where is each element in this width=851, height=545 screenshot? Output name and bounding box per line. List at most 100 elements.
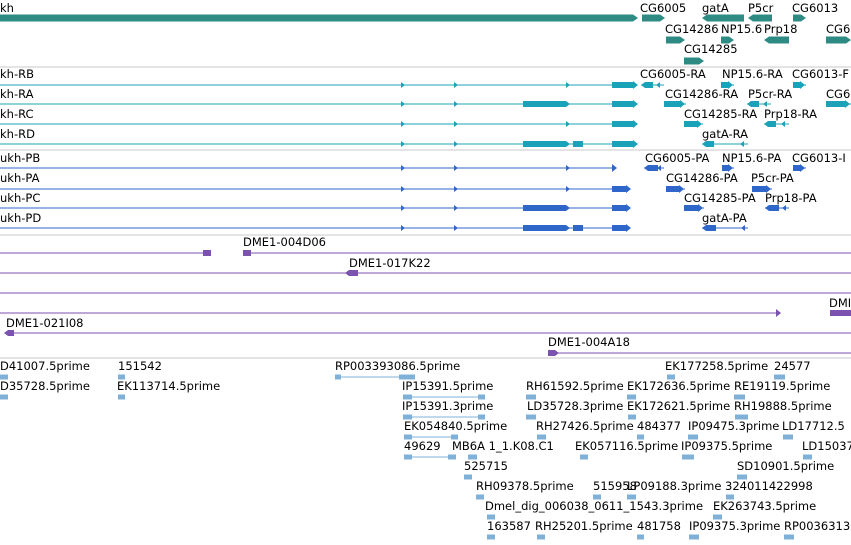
exon-block[interactable]	[628, 414, 636, 420]
est-feature[interactable]: EK054840.5prime	[404, 419, 507, 440]
protein-kh[interactable]: ukh-PC	[0, 191, 631, 212]
feature-block[interactable]	[793, 14, 806, 22]
feature-block[interactable]	[826, 36, 851, 44]
exon-block[interactable]	[523, 141, 566, 147]
protein-small[interactable]: gatA-PA	[702, 211, 748, 231]
exon-block[interactable]	[666, 186, 679, 192]
gene-prp18[interactable]: Prp18	[764, 22, 797, 44]
est-feature[interactable]: EK172636.5prime	[627, 379, 730, 400]
est-feature[interactable]: RH19888.5prime	[734, 399, 832, 420]
est-feature[interactable]: RE19119.5prime	[734, 379, 830, 400]
exon-block[interactable]	[404, 454, 412, 460]
exon-block[interactable]	[523, 225, 566, 231]
est-feature[interactable]: 24577	[774, 359, 811, 380]
bac-clone[interactable]: DME1-017K22	[0, 256, 851, 276]
est-feature[interactable]: 484377	[637, 419, 681, 440]
exon-block[interactable]	[803, 454, 812, 460]
transcript-small[interactable]: CG6013-F	[792, 67, 849, 89]
exon-block[interactable]	[573, 141, 583, 147]
est-feature[interactable]: Dmel_dig_006038_0611_1543.3prime	[485, 499, 703, 520]
exon-block[interactable]	[593, 494, 601, 500]
exon-block[interactable]	[667, 374, 675, 380]
exon-block[interactable]	[0, 394, 8, 400]
est-feature[interactable]: EK263743.5prime	[713, 499, 816, 520]
exon-block[interactable]	[688, 434, 698, 440]
exon-block[interactable]	[735, 414, 748, 420]
est-feature[interactable]: 324011422998	[725, 479, 813, 500]
exon-block[interactable]	[737, 474, 747, 480]
est-feature[interactable]: LP09188.3prime	[627, 479, 721, 500]
exon-block[interactable]	[612, 121, 634, 127]
exon-block[interactable]	[627, 394, 636, 400]
bac-clone[interactable]: DME1-004A18	[548, 335, 851, 356]
exon-block[interactable]	[404, 434, 412, 440]
transcript-small[interactable]: NP15.6-RA	[721, 67, 783, 89]
exon-block[interactable]	[637, 534, 644, 540]
exon-block[interactable]	[722, 165, 728, 171]
est-feature[interactable]: 515958	[593, 479, 637, 500]
exon-block[interactable]	[706, 225, 716, 231]
exon-block[interactable]	[734, 394, 745, 400]
est-feature[interactable]: EK177258.5prime	[665, 359, 768, 380]
transcript-small[interactable]: CG14285-RA	[684, 107, 757, 128]
transcript-kh[interactable]: kh-RD	[0, 127, 638, 148]
protein-small[interactable]: CG14286-PA	[666, 171, 738, 193]
est-feature[interactable]: IP09375.3prime	[689, 519, 780, 540]
exon-block[interactable]	[526, 394, 536, 400]
exon-block[interactable]	[612, 101, 634, 107]
exon-block[interactable]	[478, 394, 485, 400]
exon-block[interactable]	[580, 454, 588, 460]
exon-block[interactable]	[612, 186, 626, 192]
exon-block[interactable]	[684, 121, 697, 127]
gene-cg14285[interactable]: CG14285	[684, 42, 738, 65]
exon-block[interactable]	[118, 374, 125, 380]
protein-small[interactable]: CG14285-PA	[684, 191, 756, 212]
transcript-small[interactable]: CG6005-RA	[640, 67, 706, 88]
est-feature[interactable]: 481758	[637, 519, 681, 540]
est-feature[interactable]: RH25201.5prime	[535, 519, 633, 540]
est-feature[interactable]: LD17712.5	[782, 419, 845, 440]
protein-small[interactable]: NP15.6-PA	[722, 151, 781, 172]
feature-block[interactable]	[684, 57, 704, 65]
exon-block[interactable]	[403, 394, 412, 400]
est-feature[interactable]: RP00363136	[784, 519, 851, 540]
exon-block[interactable]	[464, 474, 472, 480]
est-feature[interactable]: D35728.5prime	[0, 379, 90, 400]
exon-block[interactable]	[706, 141, 714, 147]
transcript-kh[interactable]: kh-RC	[0, 107, 638, 128]
protein-kh[interactable]: ukh-PD	[0, 211, 631, 232]
exon-block[interactable]	[448, 454, 456, 460]
exon-block[interactable]	[335, 374, 341, 380]
est-feature[interactable]: EK057116.5prime	[575, 439, 678, 460]
exon-block[interactable]	[537, 534, 545, 540]
exon-block[interactable]	[664, 101, 680, 107]
exon-block[interactable]	[118, 394, 125, 400]
est-feature[interactable]: IP09375.5prime	[681, 439, 772, 460]
exon-block[interactable]	[476, 494, 484, 500]
bac-clone[interactable]: DME1-004D06	[0, 235, 851, 256]
exon-block[interactable]	[8, 330, 14, 336]
feature-block[interactable]	[721, 36, 734, 44]
protein-kh[interactable]: ukh-PA	[0, 171, 631, 193]
gene-gata[interactable]: gatA	[702, 1, 744, 22]
exon-block[interactable]	[713, 514, 722, 520]
exon-block[interactable]	[451, 434, 458, 440]
exon-block[interactable]	[526, 414, 536, 420]
est-feature[interactable]: RH09378.5prime	[476, 479, 574, 500]
protein-small[interactable]: P5cr-PA	[751, 171, 794, 193]
exon-block[interactable]	[573, 225, 583, 231]
feature-block[interactable]	[764, 36, 789, 44]
exon-block[interactable]	[648, 165, 658, 171]
exon-block[interactable]	[830, 310, 851, 316]
exon-block[interactable]	[752, 186, 766, 192]
transcript-small[interactable]: Prp18-RA	[764, 107, 817, 127]
exon-block[interactable]	[612, 82, 634, 88]
exon-block[interactable]	[645, 82, 653, 88]
exon-block[interactable]	[203, 250, 211, 256]
est-feature[interactable]: 49629	[404, 439, 456, 460]
est-feature[interactable]: IP09475.3prime	[688, 419, 779, 440]
exon-block[interactable]	[783, 434, 793, 440]
est-feature[interactable]: RH27426.5prime	[536, 419, 634, 440]
transcript-kh[interactable]: kh-RA	[0, 87, 638, 108]
